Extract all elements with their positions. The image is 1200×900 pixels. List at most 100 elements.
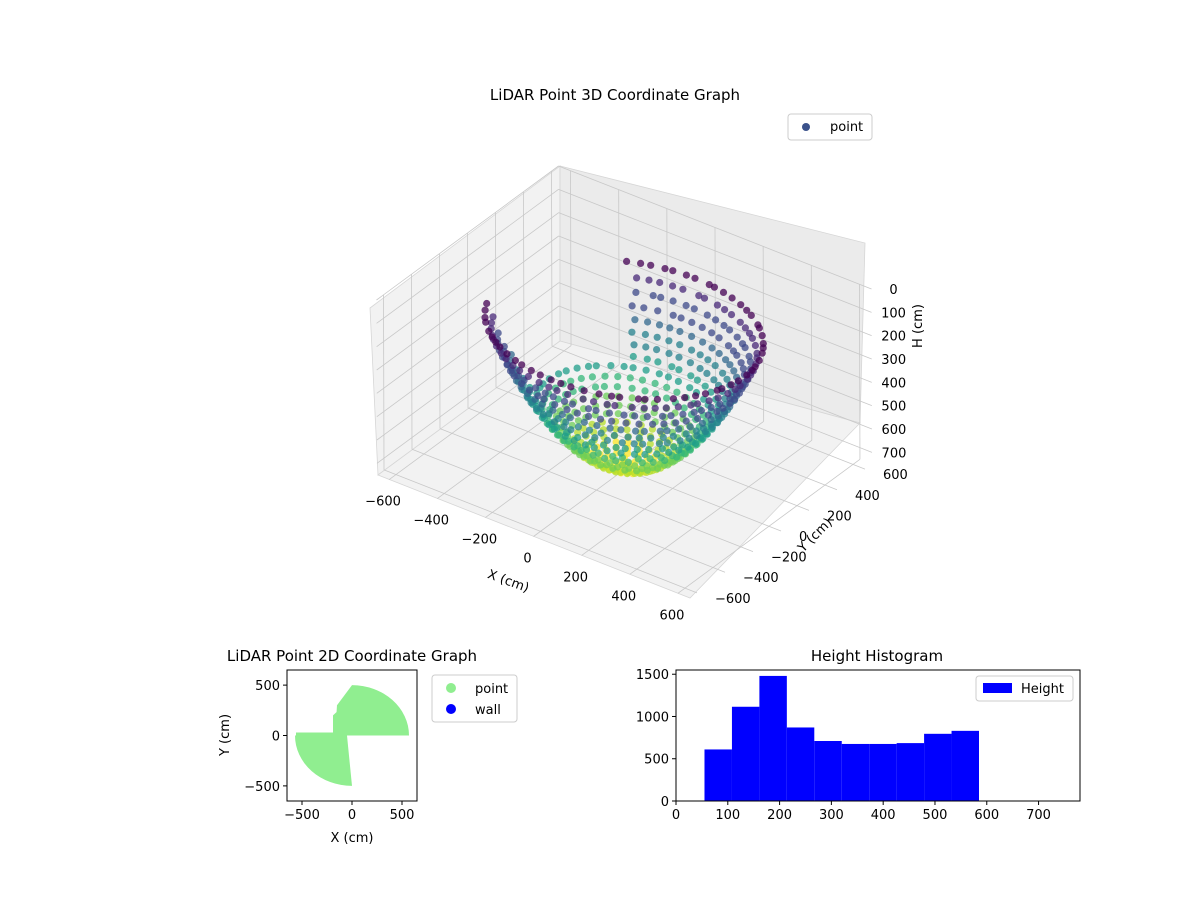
data-point-3d (696, 351, 704, 359)
data-point-3d (567, 426, 575, 434)
data-point-3d (713, 386, 721, 394)
data-point-3d (737, 301, 745, 309)
data-point-3d (633, 445, 641, 454)
data-point-3d (622, 419, 630, 427)
data-point-3d (642, 343, 650, 351)
grid-line (439, 428, 754, 552)
grid-line (558, 165, 872, 290)
data-point-3d (719, 369, 727, 377)
data-point-3d (525, 386, 534, 394)
data-point-3d (669, 267, 677, 275)
data-point-3d (580, 418, 588, 426)
data-point-3d (741, 324, 750, 332)
data-point-3d (553, 387, 561, 395)
data-point-3d (641, 395, 649, 403)
data-point-3d (603, 447, 611, 455)
data-point-3d (588, 373, 597, 381)
data-point-3d (649, 292, 657, 300)
x-tick-label-hist: 200 (767, 808, 792, 823)
data-point-3d (693, 400, 702, 408)
data-point-3d (614, 373, 622, 381)
data-point-3d (715, 334, 723, 342)
data-point-3d (482, 318, 490, 326)
data-point-3d (755, 324, 764, 332)
grid-line (558, 282, 872, 407)
data-point-3d (667, 457, 675, 465)
x-axis-label-2d: X (cm) (331, 831, 374, 846)
data-point-3d (643, 413, 651, 421)
scatter-region-lower (295, 735, 352, 786)
grid-line (376, 235, 559, 371)
data-point-3d (713, 301, 722, 309)
data-point-3d (630, 341, 638, 349)
data-point-3d (682, 430, 690, 438)
data-point-3d (739, 365, 748, 373)
data-point-3d (605, 409, 614, 417)
grid-line (551, 171, 553, 347)
scatter-region-upper (335, 685, 409, 736)
data-point-3d (687, 401, 695, 409)
data-point-3d (653, 346, 661, 354)
data-point-3d (647, 261, 655, 269)
data-point-3d (668, 363, 676, 371)
data-point-3d (758, 349, 766, 357)
data-point-3d (682, 301, 690, 310)
data-point-3d (635, 434, 643, 442)
data-point-3d (688, 318, 696, 326)
data-point-3d (654, 307, 662, 315)
data-point-3d (603, 400, 611, 408)
legend-2d: point wall (431, 674, 518, 723)
data-point-3d (711, 362, 719, 370)
data-point-3d (607, 362, 615, 370)
data-point-3d (591, 383, 600, 391)
data-point-3d (541, 389, 549, 397)
grid-line (467, 232, 469, 409)
z-tick-label-3d: 700 (882, 446, 907, 461)
data-point-3d (651, 379, 659, 387)
y-tick-label-3d: 600 (883, 468, 908, 483)
data-point-3d (631, 462, 639, 470)
data-point-3d (600, 382, 609, 391)
grid-line (810, 265, 813, 441)
data-point-3d (574, 417, 583, 425)
data-point-3d (583, 452, 591, 460)
x-tick-label-3d: −400 (413, 514, 449, 529)
y-tick-label-2d: 500 (255, 679, 280, 694)
points-2d (295, 685, 409, 786)
data-point-3d (610, 431, 618, 440)
data-point-3d (684, 443, 692, 451)
data-point-3d (669, 395, 678, 403)
data-point-3d (733, 333, 741, 341)
data-point-3d (727, 381, 735, 389)
data-point-3d (726, 326, 734, 334)
histogram-bar (759, 675, 787, 801)
data-point-3d (560, 397, 569, 405)
legend-hist-swatch (983, 683, 1012, 693)
chart-2d-title: LiDAR Point 2D Coordinate Graph (227, 647, 477, 665)
data-point-3d (628, 394, 636, 402)
data-point-3d (670, 443, 678, 451)
data-point-3d (722, 356, 730, 364)
data-point-3d (669, 282, 677, 290)
grid-line (495, 212, 497, 388)
grid-line (383, 469, 698, 594)
data-point-3d (555, 370, 563, 378)
data-point-3d (633, 274, 641, 282)
data-point-3d (665, 337, 673, 345)
data-point-3d (641, 450, 649, 459)
data-point-3d (609, 452, 617, 460)
data-point-3d (603, 436, 612, 444)
y-tick-label-hist: 1500 (636, 668, 669, 683)
x-tick-label-3d: −200 (461, 533, 497, 548)
data-point-3d (704, 356, 712, 364)
data-point-3d (524, 372, 533, 381)
data-point-3d (594, 456, 602, 464)
data-point-3d (547, 376, 555, 384)
data-point-3d (647, 434, 655, 442)
data-point-3d (601, 454, 609, 462)
data-point-3d (516, 367, 524, 375)
data-point-3d (641, 387, 649, 395)
x-tick-label-3d: 200 (563, 570, 588, 585)
data-point-3d (724, 342, 733, 350)
data-point-3d (653, 333, 661, 341)
